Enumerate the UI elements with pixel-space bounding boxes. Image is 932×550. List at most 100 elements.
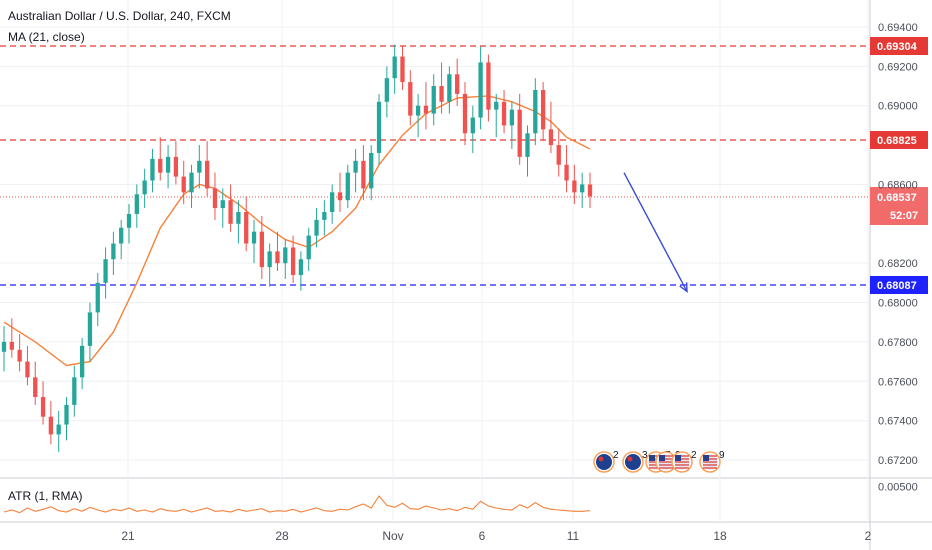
ma-legend[interactable]: MA (21, close)	[8, 30, 85, 44]
candle-body	[212, 188, 218, 209]
candle-body	[408, 82, 413, 116]
candle-body	[87, 312, 93, 346]
candle-body	[431, 86, 436, 114]
atr-pane	[3, 495, 591, 514]
axes: 0.69400 0.69200 0.69000 0.68600 0.68200 0.680…	[121, 22, 917, 543]
event-markers[interactable]: 237229	[593, 450, 725, 473]
candle-body	[275, 251, 280, 264]
event-count: 2	[691, 450, 697, 461]
candle-body	[165, 156, 171, 173]
x-tick-label: 2	[865, 529, 872, 543]
candle-body	[337, 192, 343, 201]
atr-legend[interactable]: ATR (1, RMA)	[8, 489, 83, 503]
y-tick-label: 0.67400	[878, 416, 918, 428]
au-flag-cross	[627, 456, 633, 462]
candle-body	[267, 251, 272, 268]
candle-body	[314, 219, 319, 236]
candle-body	[283, 247, 288, 264]
candle-body	[494, 101, 499, 110]
event-count: 2	[613, 450, 619, 461]
level-price-tag	[870, 131, 928, 149]
candle-body	[517, 109, 522, 157]
projection-arrow-layer[interactable]	[623, 172, 688, 293]
candle-body	[251, 231, 257, 244]
last-price-tag	[870, 187, 928, 225]
candle-body	[95, 282, 100, 313]
level-price-label: 0.68087	[877, 280, 917, 292]
au-flag-cross	[598, 456, 604, 462]
level-price-tag	[870, 37, 928, 55]
candle-body	[204, 160, 210, 189]
ma-line	[3, 95, 591, 367]
candle-body	[306, 235, 311, 260]
y-tick-label: 0.68000	[878, 298, 918, 310]
candle-body	[540, 89, 546, 130]
atr-line	[3, 495, 591, 514]
last-price-label: 0.68537	[877, 192, 917, 204]
candle-body	[376, 101, 382, 153]
candle-body	[470, 117, 475, 134]
y-tick-label: 0.69200	[878, 61, 918, 73]
candle-body	[17, 349, 22, 362]
projection-arrow-head	[679, 282, 688, 293]
candle-body	[564, 164, 569, 181]
event-count: 9	[719, 450, 725, 461]
candle-body	[525, 133, 530, 157]
candle-body	[533, 89, 538, 134]
x-tick-label: 6	[479, 529, 486, 543]
candle-body	[447, 74, 452, 102]
candle-body	[462, 93, 468, 134]
candle-body	[330, 192, 335, 213]
x-tick-label: 28	[275, 529, 289, 543]
candle-body	[392, 56, 397, 79]
candle-body	[142, 180, 147, 195]
y-tick-label: 0.67800	[878, 337, 918, 349]
projection-arrow-line	[623, 172, 688, 292]
candle-body	[33, 377, 38, 398]
candle-body	[580, 184, 585, 193]
candle-body	[236, 212, 241, 224]
candle-body	[173, 156, 179, 177]
level-price-label: 0.69304	[877, 41, 918, 53]
candle-body	[48, 416, 54, 435]
candle-body	[134, 194, 139, 214]
x-tick-label: 21	[121, 529, 135, 543]
au-flag-icon	[596, 454, 612, 470]
candle-body	[455, 74, 460, 94]
candle-body	[572, 180, 577, 193]
candle-body	[25, 361, 30, 378]
y-tick-label: 0.69000	[878, 101, 918, 113]
x-tick-label: Nov	[382, 529, 403, 543]
us-flag-canton	[703, 455, 709, 461]
candle-body	[486, 62, 491, 110]
us-flag-canton	[659, 455, 665, 461]
au-flag-icon	[625, 454, 641, 470]
candle-body	[1, 341, 7, 352]
candle-body	[158, 158, 163, 173]
candle-body	[369, 152, 374, 189]
candle-body	[345, 172, 350, 201]
candle-body	[197, 160, 202, 173]
candle-body	[228, 200, 233, 224]
candle-body	[79, 345, 85, 378]
level-price-tag	[870, 276, 928, 294]
candle-body	[244, 212, 249, 244]
candle-body	[64, 404, 69, 425]
candle-body	[189, 172, 194, 193]
moving-average-layer	[3, 95, 591, 367]
us-flag-canton	[675, 455, 681, 461]
candle-body	[40, 397, 46, 417]
y-tick-label: 0.68200	[878, 258, 918, 270]
candle-body	[548, 129, 554, 146]
candle-body	[322, 212, 327, 220]
horizontal-levels[interactable]: 0.69304 0.68825 0.68087 0.68537 52:07	[0, 37, 928, 294]
candle-body	[361, 160, 366, 189]
y-tick-label: 0.69400	[878, 22, 918, 34]
candle-body	[415, 105, 421, 116]
candle-body	[56, 424, 61, 435]
atr-tick-label: 0.00500	[878, 482, 918, 494]
candle-body	[126, 213, 132, 228]
